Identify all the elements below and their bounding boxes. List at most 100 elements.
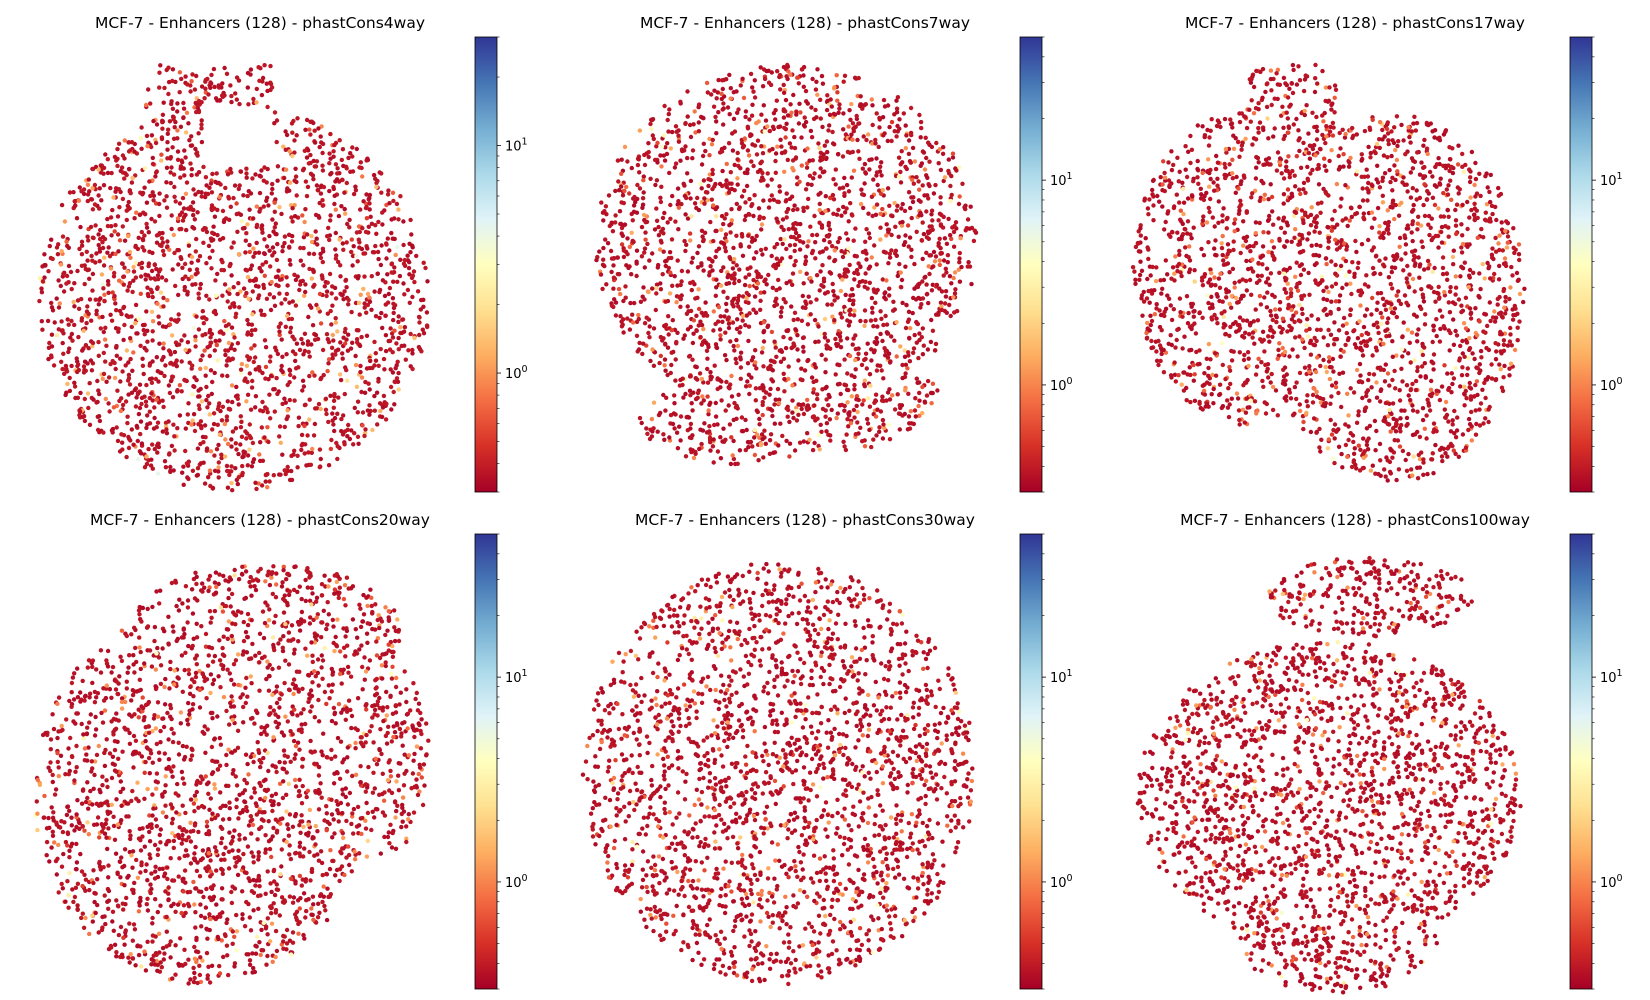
scatter-point [154,122,160,127]
scatter-point [799,366,804,371]
scatter-point [611,263,616,268]
scatter-point [920,220,925,225]
scatter-point [606,193,612,198]
scatter-point [705,356,710,361]
scatter-point [326,419,331,425]
scatter-point [280,354,285,359]
scatter-point [190,468,196,473]
scatter-point [311,120,316,126]
scatter-point [205,191,211,197]
scatter-point [918,305,923,310]
scatter-point [345,221,350,227]
scatter-point [136,411,142,417]
scatter-point [94,251,99,256]
scatter-point [144,425,149,431]
scatter-point [781,90,787,96]
scatter-point [144,382,149,388]
scatter-point [742,282,748,288]
scatter-point [85,267,90,273]
scatter-point [874,335,879,341]
scatter-point [1406,451,1411,457]
scatter-point [410,294,415,300]
scatter-point [854,397,859,402]
scatter-point [700,153,706,159]
scatter-point [111,195,116,200]
scatter-point [333,162,339,167]
scatter-point [301,263,306,268]
scatter-point [772,359,777,365]
scatter-point [183,448,188,454]
scatter-point [81,191,87,197]
scatter-point [911,350,916,355]
scatter-point [388,326,393,331]
scatter-point [785,113,791,118]
scatter-point [272,209,277,214]
scatter-point [139,395,145,401]
scatter-point [882,104,888,109]
scatter-point [268,264,273,269]
scatter-point [155,369,160,374]
scatter-point [871,350,877,355]
scatter-point [615,271,621,277]
scatter-point [363,229,369,235]
scatter-point [373,314,379,319]
scatter-point [332,428,337,434]
scatter-point [722,314,727,319]
scatter-point [627,327,633,332]
scatter-point [699,342,705,347]
scatter-point [121,282,127,287]
scatter-point [141,371,146,377]
scatter-point [101,329,107,335]
scatter-point [784,246,789,252]
scatter-point [271,229,276,234]
scatter-point [364,333,370,338]
scatter-point [706,344,711,350]
scatter-point [642,152,647,158]
scatter-point [371,172,377,178]
scatter-point [307,354,312,359]
scatter-point [863,271,868,276]
scatter-point [935,388,940,393]
scatter-point [300,213,305,218]
scatter-point [144,454,149,459]
scatter-point [801,344,806,350]
scatter-point [220,94,226,100]
scatter-point [857,279,862,285]
scatter-point [816,339,821,344]
scatter-point [227,263,232,269]
scatter-point [111,274,117,279]
scatter-point [869,444,874,450]
scatter-point [734,337,739,343]
scatter-point [104,343,109,348]
scatter-point [832,257,838,263]
scatter-point [352,431,357,436]
scatter-point [328,156,333,161]
scatter-point [842,444,847,449]
scatter-point [282,240,287,246]
colorbar-tick-label: 100 [1050,376,1073,394]
scatter-point [349,237,354,242]
scatter-point [222,318,227,324]
scatter-point [331,398,337,403]
scatter-point [203,226,208,231]
scatter-point [914,340,919,345]
scatter-point [729,276,735,281]
scatter-point [938,201,943,206]
scatter-point [933,182,938,188]
scatter-point [396,217,401,222]
scatter-point [174,319,180,324]
scatter-point [1380,127,1385,133]
scatter-point [598,272,604,277]
scatter-point [163,363,168,368]
scatter-point [928,390,934,396]
scatter-point [969,281,974,287]
scatter-point [965,264,970,269]
scatter-point [387,285,393,291]
scatter-point [838,345,844,350]
scatter-point [60,340,65,346]
scatter-point [90,166,96,172]
scatter-point [167,119,173,124]
scatter-point [907,359,913,364]
scatter-point [869,358,874,363]
scatter-point [658,195,663,200]
